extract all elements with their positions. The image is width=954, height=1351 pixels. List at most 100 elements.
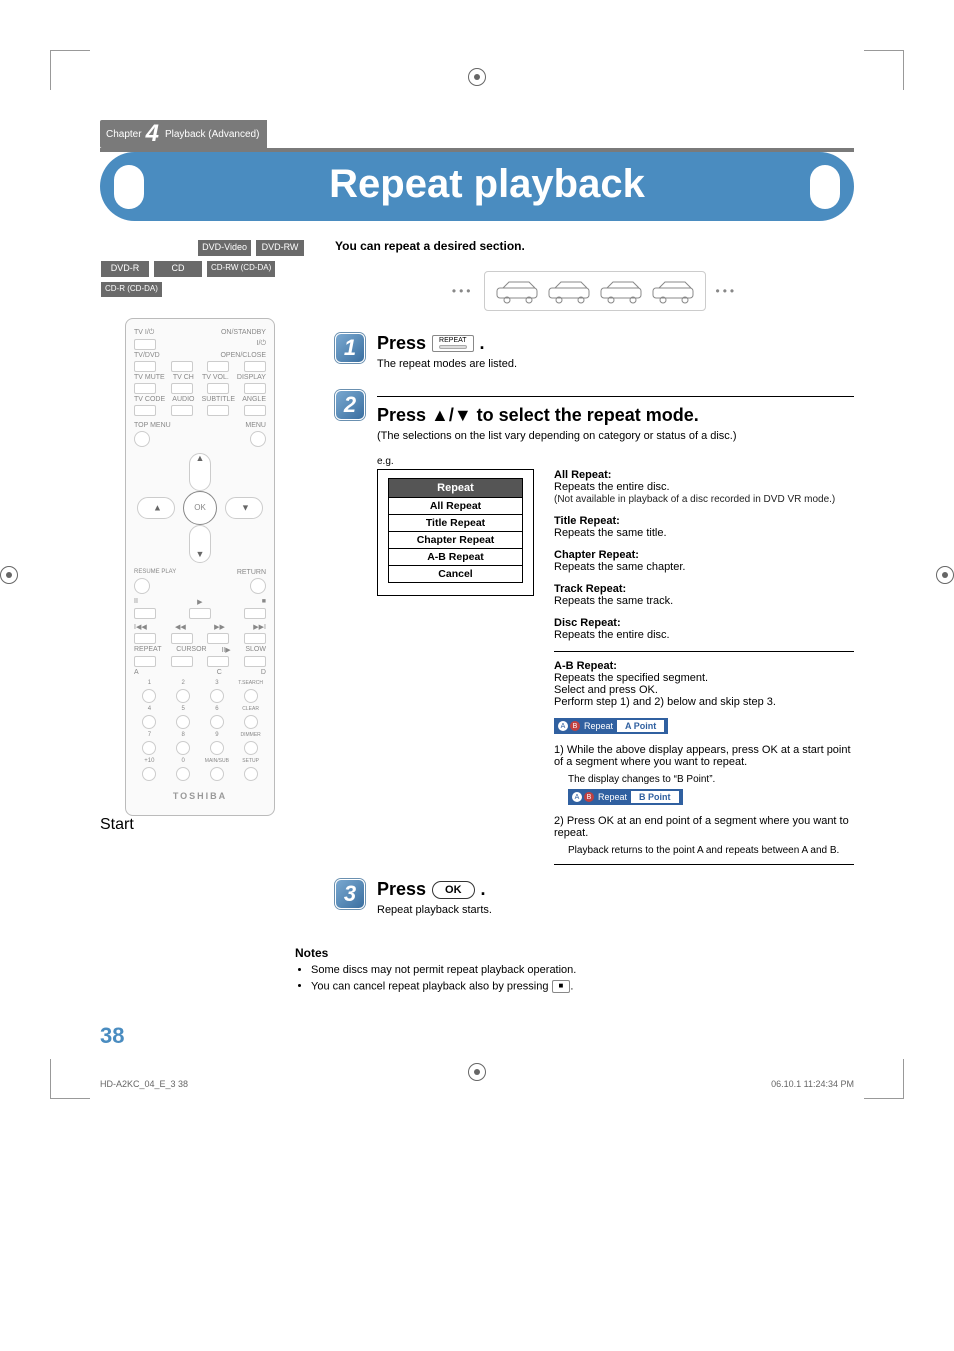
menu-option: Chapter Repeat <box>388 532 523 549</box>
notes-list: Some discs may not permit repeat playbac… <box>295 964 854 993</box>
banner-deco-left <box>114 165 144 209</box>
step-number: 3 <box>335 879 365 909</box>
remote-lbl: AUDIO <box>172 396 194 403</box>
remote-btn <box>134 405 156 416</box>
remote-lbl: DISPLAY <box>237 374 266 381</box>
step1-sub: The repeat modes are listed. <box>377 358 854 370</box>
ab-step1: 1) While the above display appears, pres… <box>554 744 854 768</box>
remote-btn <box>134 633 156 644</box>
repeat-button-icon: REPEAT <box>432 335 474 352</box>
step-3: 3 Press OK . Repeat playback starts. <box>335 879 854 930</box>
repeat-btn-label: REPEAT <box>439 337 467 344</box>
stop-button-icon: ■ <box>552 980 571 993</box>
ab-repeat-badge-b: AB Repeat B Point <box>568 789 683 805</box>
chapter-tab: Chapter 4 Playback (Advanced) <box>100 120 267 148</box>
crop-mark <box>864 50 904 90</box>
footer-left: HD-A2KC_04_E_3 38 <box>100 1079 188 1089</box>
step-number: 2 <box>335 390 365 420</box>
remote-num: 2 <box>168 680 199 686</box>
desc-text: Repeats the same title. <box>554 527 667 539</box>
remote-btn <box>207 405 229 416</box>
remote-btn <box>171 361 193 372</box>
b-icon: B <box>584 792 594 802</box>
remote-lbl: A <box>134 669 139 676</box>
remote-btn <box>244 633 266 644</box>
page-number: 38 <box>100 1023 854 1049</box>
remote-lbl: D <box>261 669 266 676</box>
remote-lbl: TOP MENU <box>134 422 171 429</box>
remote-btn <box>171 383 193 394</box>
remote-brand: TOSHIBA <box>134 791 266 801</box>
remote-lbl: C <box>217 669 222 676</box>
chapter-number: 4 <box>146 122 159 146</box>
remote-num: 4 <box>134 706 165 712</box>
registration-mark-icon <box>468 1063 486 1081</box>
remote-num: 0 <box>168 758 199 764</box>
badge-dvd-video: DVD-Video <box>197 239 252 257</box>
ab-lbl: Repeat <box>584 721 613 731</box>
menu-option: Cancel <box>388 566 523 583</box>
registration-mark-icon <box>936 566 954 584</box>
ab-lbl: Repeat <box>598 792 627 802</box>
badge-dvd-r: DVD-R <box>100 260 150 278</box>
ab-repeat-badge-a: AB Repeat A Point <box>554 718 668 734</box>
remote-lbl: TV I/⏻ <box>134 329 154 337</box>
remote-btn <box>134 339 156 350</box>
ok-button-icon: OK <box>432 881 475 899</box>
remote-lbl: CURSOR <box>176 646 206 653</box>
period: . <box>481 879 486 900</box>
ab-point: A Point <box>617 720 664 732</box>
remote-num: 5 <box>168 706 199 712</box>
desc-title: A-B Repeat: <box>554 660 854 672</box>
remote-btn <box>244 656 266 667</box>
ab-change: The display changes to “B Point”. <box>568 774 854 785</box>
desc-text: Repeats the same track. <box>554 595 673 607</box>
crop-mark <box>50 1059 90 1099</box>
car-icon <box>547 278 591 304</box>
remote-btn <box>142 715 156 729</box>
remote-btn <box>244 405 266 416</box>
remote-btn <box>244 361 266 372</box>
remote-btn <box>210 689 224 703</box>
desc-title: Chapter Repeat: <box>554 549 854 561</box>
start-callout: Start <box>100 816 305 834</box>
car-icon <box>495 278 539 304</box>
remote-btn <box>134 361 156 372</box>
repeat-menu: Repeat All Repeat Title Repeat Chapter R… <box>388 478 523 583</box>
remote-btn <box>244 715 258 729</box>
remote-btn <box>142 767 156 781</box>
car-icon <box>651 278 695 304</box>
crop-mark <box>864 1059 904 1099</box>
car-icon <box>599 278 643 304</box>
remote-lbl: TV VOL. <box>202 374 229 381</box>
remote-btn <box>142 741 156 755</box>
remote-num: +10 <box>134 758 165 764</box>
chapter-section: Playback (Advanced) <box>165 129 260 140</box>
remote-lbl: ANGLE <box>242 396 266 403</box>
badge-cd-rw: CD-RW (CD-DA) <box>206 260 276 278</box>
remote-btn <box>134 578 150 594</box>
remote-btn <box>207 361 229 372</box>
remote-lbl: TV CODE <box>134 396 165 403</box>
ab-point: B Point <box>631 791 679 803</box>
title-banner: Repeat playback <box>100 152 854 221</box>
remote-btn <box>250 431 266 447</box>
remote-btn <box>244 689 258 703</box>
ab-result: Playback returns to the point A and repe… <box>568 845 854 856</box>
remote-lbl: SLOW <box>245 646 266 653</box>
remote-btn <box>207 383 229 394</box>
footer-right: 06.10.1 11:24:34 PM <box>771 1079 854 1089</box>
remote-btn <box>176 689 190 703</box>
menu-option: All Repeat <box>388 498 523 515</box>
desc-text: Repeats the same chapter. <box>554 561 685 573</box>
remote-num: 8 <box>168 732 199 738</box>
remote-btn <box>134 383 156 394</box>
remote-num: 7 <box>134 732 165 738</box>
remote-btn <box>189 608 211 619</box>
step2-sub: (The selections on the list vary dependi… <box>377 430 854 442</box>
remote-btn <box>250 578 266 594</box>
remote-btn <box>171 405 193 416</box>
remote-btn <box>176 741 190 755</box>
repeat-descriptions: All Repeat: Repeats the entire disc. (No… <box>554 469 854 873</box>
desc-title: Title Repeat: <box>554 515 854 527</box>
